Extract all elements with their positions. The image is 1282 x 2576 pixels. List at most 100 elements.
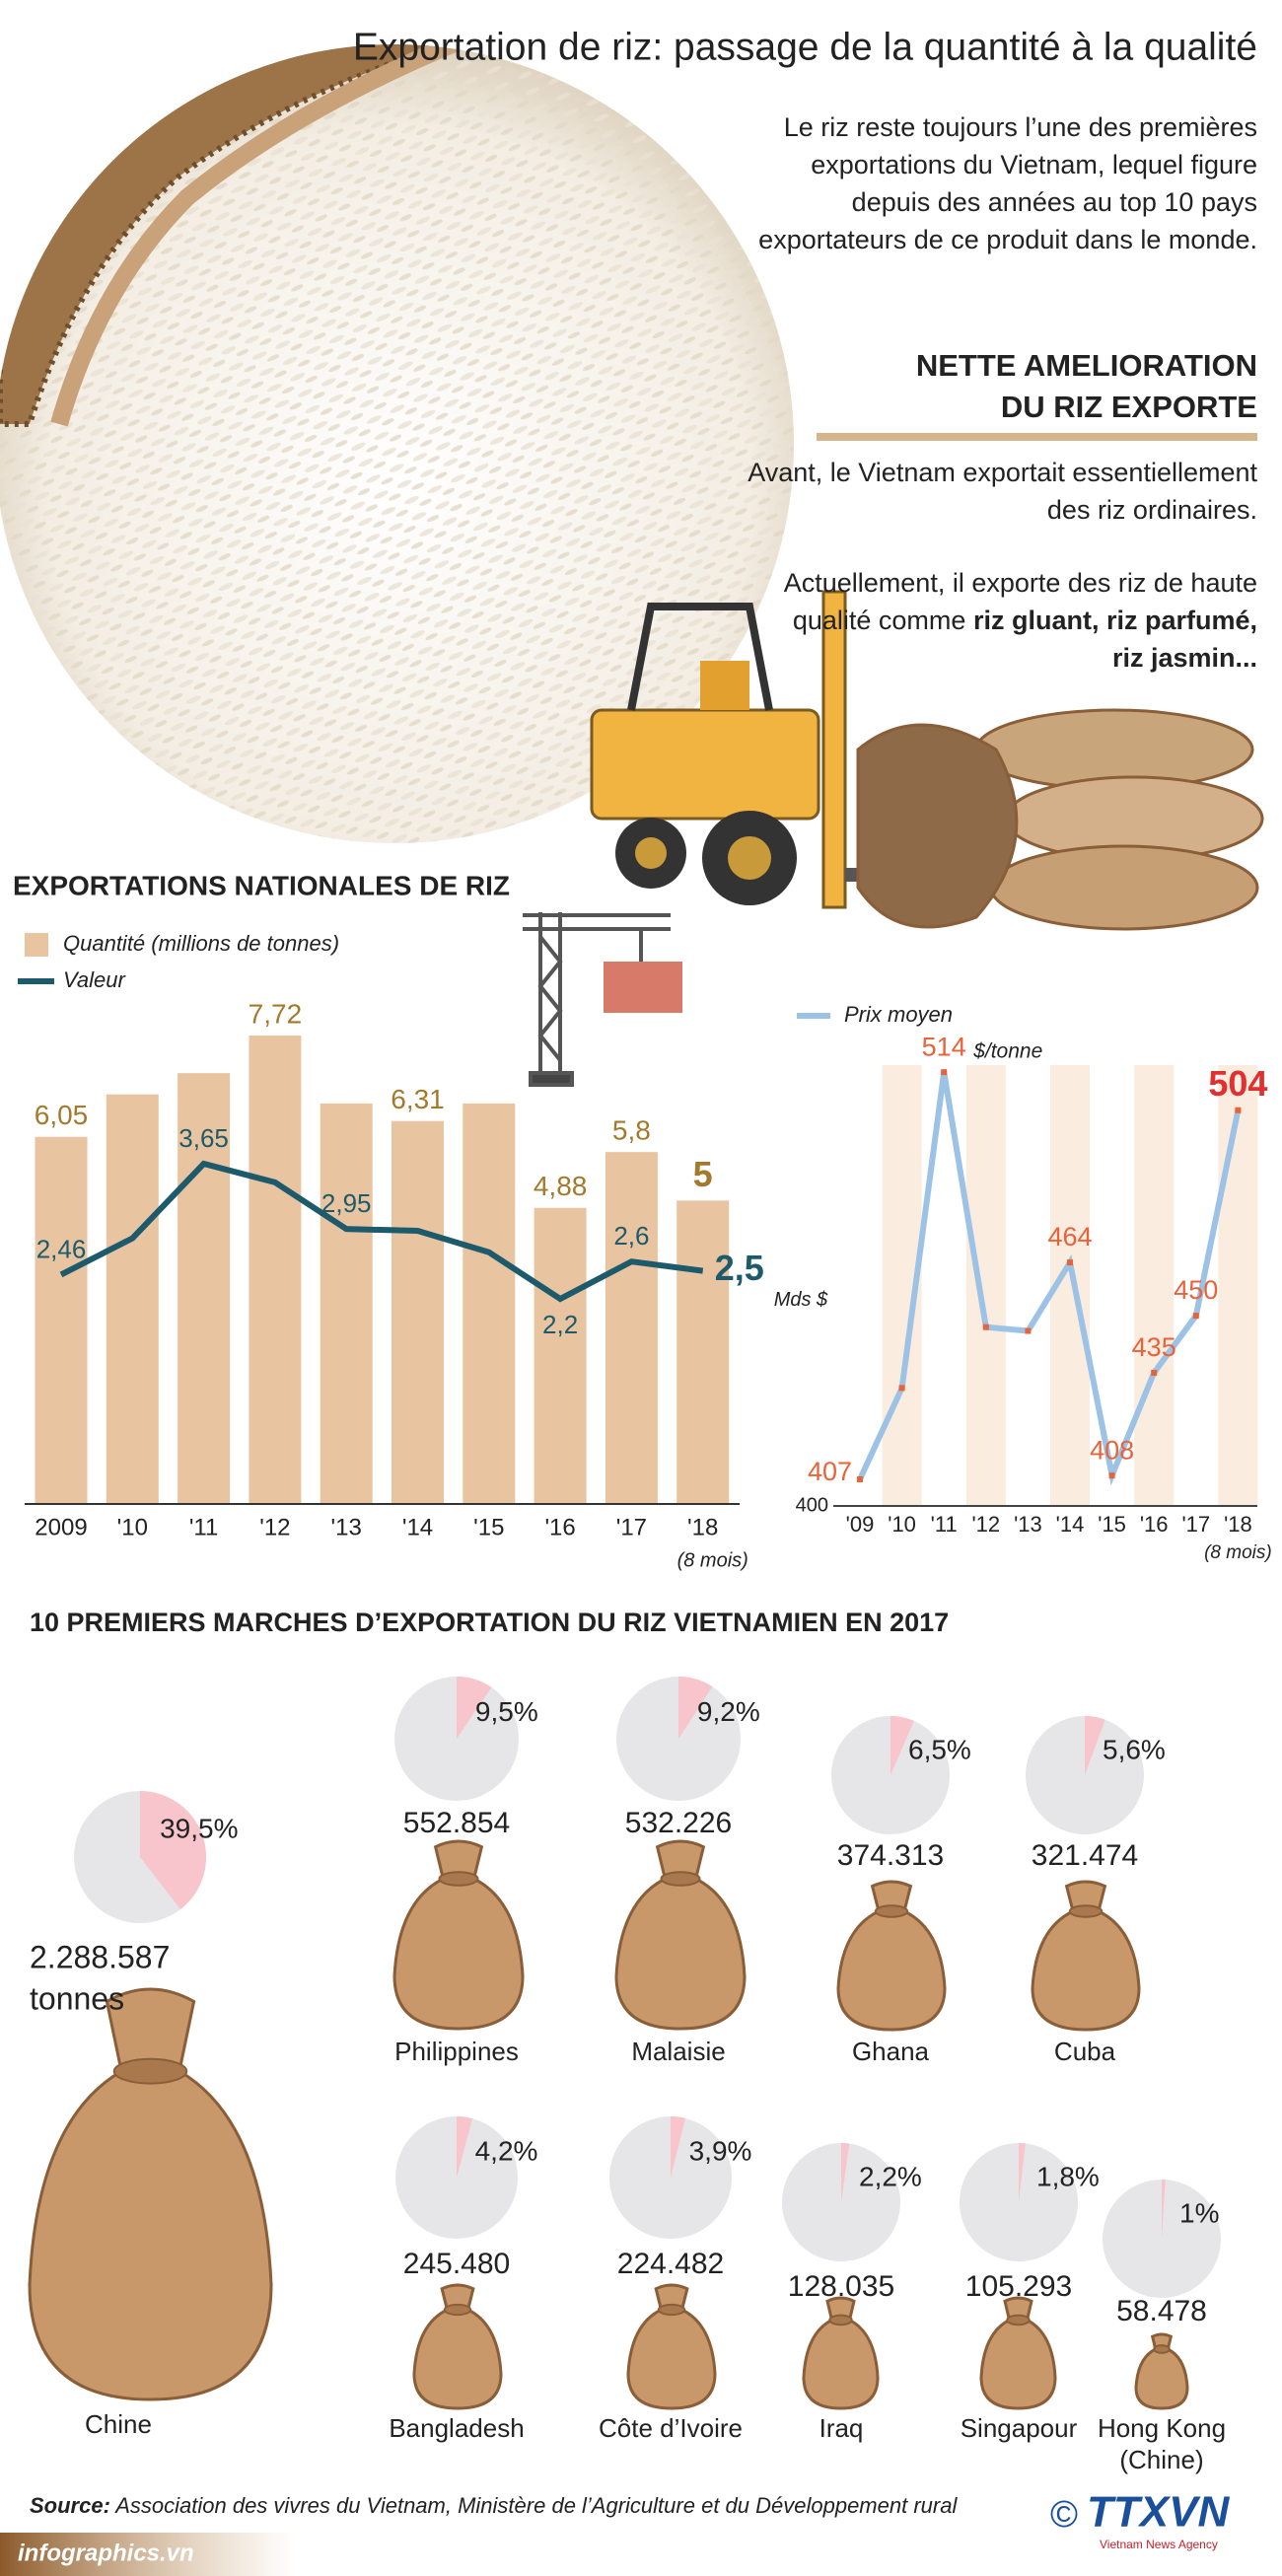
data-label: 6,31	[391, 1084, 445, 1114]
legend-label: Valeur	[63, 967, 126, 992]
line	[857, 1071, 1242, 1486]
country-label: Iraq	[819, 2413, 864, 2443]
intro: Le riz reste toujours l’une des première…	[758, 112, 1257, 254]
sack-tie	[874, 1904, 909, 1918]
container-illustration	[604, 962, 682, 1013]
share-label: 9,2%	[697, 1696, 760, 1727]
x-tick-label: '10	[888, 1512, 916, 1537]
legend-label: Quantité (millions de tonnes)	[63, 931, 339, 956]
bar	[392, 1120, 444, 1504]
value-label: 321.474	[1032, 1839, 1138, 1872]
value-label: 245.480	[403, 2248, 510, 2280]
section-title: DU RIZ EXPORTE	[1001, 390, 1257, 424]
paragraph: Avant, le Vietnam exportait essentiellem…	[748, 458, 1257, 525]
paragraph: Actuellement, il exporte des riz de haut…	[764, 564, 1257, 677]
bar	[249, 1036, 302, 1504]
bar	[106, 1094, 159, 1504]
country-label: Philippines	[394, 2037, 519, 2066]
data-label: 407	[808, 1457, 852, 1486]
x-tick-label: '13	[331, 1514, 362, 1540]
sack-icon	[626, 2283, 717, 2410]
value-label: 2.288.587	[30, 1939, 170, 1974]
agency: Vietnam News Agency	[1100, 2538, 1218, 2551]
x-tick-label: '12	[259, 1514, 290, 1540]
pie-slice	[678, 1677, 713, 1739]
data-label: 408	[1090, 1435, 1134, 1465]
pie-slice	[140, 1791, 207, 1909]
legend-label: Prix moyen	[844, 1002, 953, 1027]
data-label: 2,2	[542, 1310, 578, 1339]
x-tick-label: '13	[1014, 1512, 1042, 1537]
data-label: 2,46	[36, 1234, 87, 1263]
share-label: 2,2%	[859, 2161, 922, 2191]
data-label: 6,05	[35, 1100, 89, 1130]
x-tick-label: '14	[402, 1514, 433, 1540]
data-label: 5,8	[612, 1115, 651, 1146]
band	[965, 1065, 1006, 1506]
x-tick-label: '17	[616, 1514, 647, 1540]
site: infographics.vn	[18, 2540, 194, 2566]
share-label: 4,2%	[475, 2136, 538, 2167]
share-label: 3,9%	[689, 2136, 752, 2167]
data-label: 514	[922, 1032, 966, 1061]
line	[59, 1160, 704, 1303]
share-label: 1%	[1179, 2197, 1219, 2228]
point	[1151, 1369, 1158, 1376]
x-tick-label: 2009	[35, 1514, 87, 1540]
country-label: Hong Kong (Chine)	[1097, 2413, 1227, 2474]
sack-icon	[28, 1987, 273, 2401]
unit-label: $/tonne	[972, 1040, 1042, 1063]
data-label: 2,95	[321, 1188, 372, 1218]
sack-tie	[828, 2314, 853, 2326]
y-tick-label: 400	[796, 1494, 828, 1516]
bar	[463, 1103, 516, 1504]
legend-swatch	[25, 933, 48, 957]
country-label: Malaisie	[631, 2037, 726, 2066]
sack-icon	[392, 1839, 525, 2031]
sack-tie	[1006, 2314, 1031, 2326]
value-label: 58.478	[1116, 2295, 1207, 2327]
source: Source: Association des vivres du Vietna…	[30, 2493, 957, 2519]
crane-illustration	[523, 912, 671, 1087]
bar	[35, 1136, 88, 1504]
country-label: Cuba	[1053, 2037, 1116, 2066]
pie-slice	[841, 2143, 850, 2202]
sack-tie	[438, 1871, 479, 1887]
logo: TTXVN	[1087, 2488, 1230, 2537]
category-note: (8 mois)	[1204, 1542, 1272, 1563]
bar	[534, 1207, 587, 1504]
pie-slice	[457, 2116, 473, 2178]
chart-title: EXPORTATIONS NATIONALES DE RIZ	[13, 870, 510, 900]
sack-icon	[802, 2296, 880, 2410]
country-label: Ghana	[851, 2037, 930, 2066]
x-tick-label: '16	[1140, 1512, 1169, 1537]
highlight: riz gluant, riz parfumé, riz jasmin...	[972, 606, 1257, 673]
x-tick-label: '16	[544, 1514, 575, 1540]
paragraph-text: Actuellement, il exporte des riz de haut…	[783, 568, 1257, 635]
value-label: 374.313	[837, 1839, 944, 1872]
sack-tie	[657, 2303, 686, 2317]
x-tick-label: '14	[1056, 1512, 1085, 1537]
section-title: NETTE AMELIORATION	[916, 348, 1257, 383]
share-label: 1,8%	[1036, 2161, 1100, 2191]
point	[898, 1385, 905, 1392]
chart-title: 10 PREMIERS MARCHES D’EXPORTATION DU RIZ…	[30, 1608, 949, 1637]
page-title: Exportation de riz: passage de la quanti…	[353, 26, 1257, 68]
point	[982, 1324, 989, 1330]
footer-bar	[0, 2533, 296, 2576]
share-label: 6,5%	[908, 1734, 971, 1764]
x-tick-label: '15	[473, 1514, 504, 1540]
bar	[320, 1103, 373, 1504]
point	[1108, 1472, 1115, 1479]
data-label: 435	[1132, 1332, 1176, 1362]
country-label: Côte d’Ivoire	[599, 2413, 743, 2443]
country-label: Singapour	[960, 2413, 1078, 2443]
sack-icon	[1031, 1880, 1141, 2032]
sack-icon	[836, 1880, 947, 2032]
pie-slice	[671, 2116, 686, 2178]
sack-tie	[660, 1871, 701, 1887]
pie-slice	[890, 1716, 914, 1775]
share-label: 9,5%	[475, 1696, 538, 1727]
